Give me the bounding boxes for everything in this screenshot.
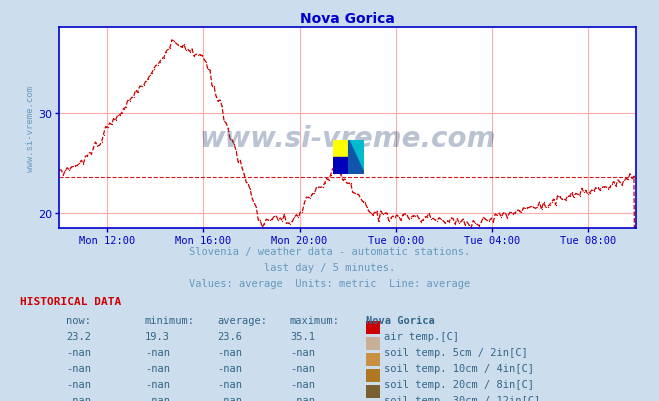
Text: Slovenia / weather data - automatic stations.: Slovenia / weather data - automatic stat… — [189, 247, 470, 257]
Text: -nan: -nan — [217, 395, 243, 401]
Bar — [333, 158, 349, 174]
Y-axis label: www.si-vreme.com: www.si-vreme.com — [26, 85, 36, 171]
Text: 35.1: 35.1 — [290, 331, 315, 341]
Text: -nan: -nan — [290, 363, 315, 373]
Text: -nan: -nan — [145, 363, 170, 373]
Text: -nan: -nan — [145, 347, 170, 357]
Text: maximum:: maximum: — [290, 315, 340, 325]
Text: -nan: -nan — [66, 347, 91, 357]
Text: HISTORICAL DATA: HISTORICAL DATA — [20, 297, 121, 307]
Text: -nan: -nan — [217, 347, 243, 357]
Text: -nan: -nan — [217, 379, 243, 389]
Text: 23.6: 23.6 — [217, 331, 243, 341]
Text: -nan: -nan — [66, 379, 91, 389]
Text: -nan: -nan — [290, 379, 315, 389]
Text: now:: now: — [66, 315, 91, 325]
Text: soil temp. 30cm / 12in[C]: soil temp. 30cm / 12in[C] — [384, 395, 540, 401]
Text: -nan: -nan — [66, 395, 91, 401]
Text: 23.2: 23.2 — [66, 331, 91, 341]
Polygon shape — [349, 140, 364, 174]
Text: minimum:: minimum: — [145, 315, 195, 325]
Text: -nan: -nan — [145, 395, 170, 401]
Text: soil temp. 10cm / 4in[C]: soil temp. 10cm / 4in[C] — [384, 363, 534, 373]
Polygon shape — [349, 140, 364, 174]
Text: soil temp. 20cm / 8in[C]: soil temp. 20cm / 8in[C] — [384, 379, 534, 389]
Text: average:: average: — [217, 315, 268, 325]
Text: -nan: -nan — [145, 379, 170, 389]
Text: Nova Gorica: Nova Gorica — [366, 315, 434, 325]
Title: Nova Gorica: Nova Gorica — [301, 12, 395, 26]
Text: www.si-vreme.com: www.si-vreme.com — [200, 124, 496, 152]
Text: Values: average  Units: metric  Line: average: Values: average Units: metric Line: aver… — [189, 279, 470, 289]
Text: -nan: -nan — [290, 395, 315, 401]
Text: soil temp. 5cm / 2in[C]: soil temp. 5cm / 2in[C] — [384, 347, 528, 357]
Text: -nan: -nan — [290, 347, 315, 357]
Text: air temp.[C]: air temp.[C] — [384, 331, 459, 341]
Bar — [333, 140, 349, 158]
Text: -nan: -nan — [66, 363, 91, 373]
Text: 19.3: 19.3 — [145, 331, 170, 341]
Text: last day / 5 minutes.: last day / 5 minutes. — [264, 263, 395, 273]
Text: -nan: -nan — [217, 363, 243, 373]
